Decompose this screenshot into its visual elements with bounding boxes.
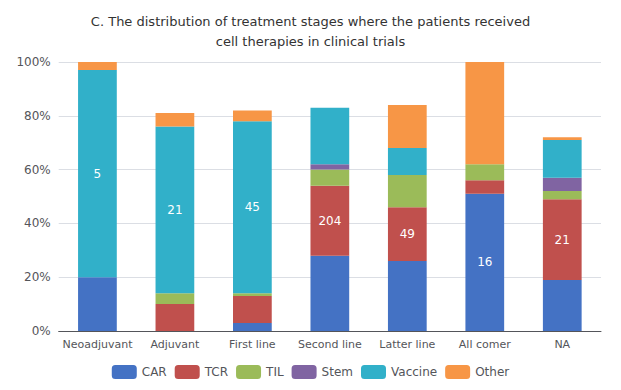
- svg-text:21: 21: [555, 233, 570, 247]
- svg-text:20%: 20%: [24, 270, 51, 284]
- svg-text:Adjuvant: Adjuvant: [150, 338, 200, 351]
- svg-text:204: 204: [318, 214, 341, 228]
- svg-text:80%: 80%: [24, 109, 51, 123]
- svg-text:Stem: Stem: [322, 365, 353, 379]
- svg-text:100%: 100%: [16, 55, 50, 69]
- svg-text:Second line: Second line: [298, 338, 362, 351]
- svg-text:45: 45: [245, 200, 260, 214]
- svg-text:All comer: All comer: [459, 338, 511, 351]
- svg-text:16: 16: [477, 255, 492, 269]
- svg-text:CAR: CAR: [142, 365, 167, 379]
- svg-text:Vaccine: Vaccine: [391, 365, 437, 379]
- svg-text:40%: 40%: [24, 216, 51, 230]
- svg-text:Neoadjuvant: Neoadjuvant: [62, 338, 133, 351]
- svg-text:TCR: TCR: [204, 365, 228, 379]
- svg-text:0%: 0%: [32, 324, 51, 338]
- svg-text:49: 49: [400, 227, 415, 241]
- svg-text:21: 21: [167, 203, 182, 217]
- svg-text:C. The distribution of treatme: C. The distribution of treatment stages …: [91, 14, 530, 29]
- svg-text:5: 5: [94, 167, 102, 181]
- svg-text:cell therapies in clinical tri: cell therapies in clinical trials: [216, 34, 406, 49]
- svg-text:60%: 60%: [24, 163, 51, 177]
- svg-text:First line: First line: [229, 338, 276, 351]
- svg-text:TIL: TIL: [265, 365, 284, 379]
- svg-text:Latter line: Latter line: [379, 338, 435, 351]
- svg-text:Other: Other: [475, 365, 509, 379]
- svg-text:NA: NA: [554, 338, 570, 351]
